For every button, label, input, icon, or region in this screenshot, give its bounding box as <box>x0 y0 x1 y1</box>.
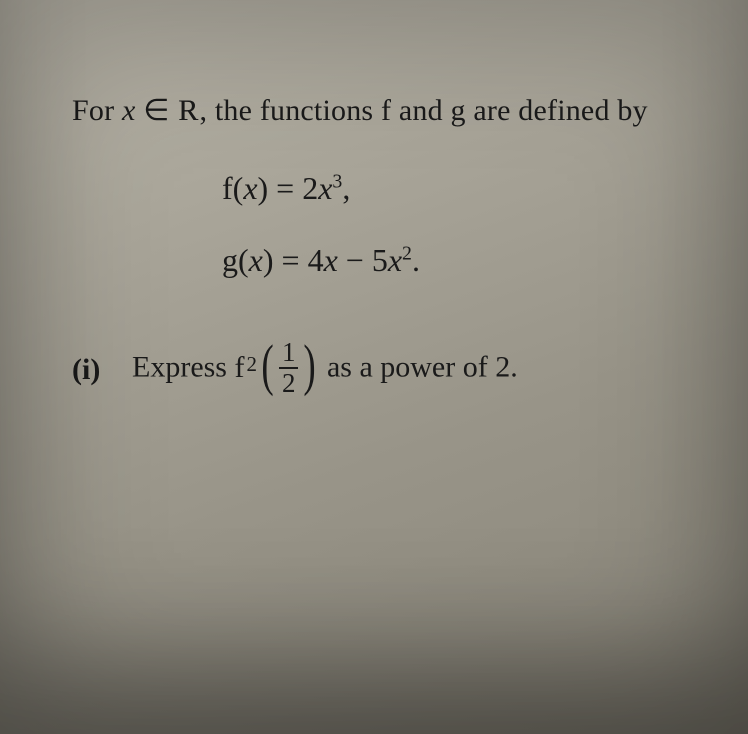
f-rhs-end: , <box>342 170 350 206</box>
frac-denominator: 2 <box>279 370 299 397</box>
part-i-body: Express f2( 1 2 ) as a power of 2. <box>132 341 518 399</box>
part-i-tail: as a power of 2. <box>327 351 518 384</box>
func-exp-2: 2 <box>246 352 257 376</box>
g-t2-coef: 5 <box>372 242 388 278</box>
g-lhs-var: x <box>249 242 263 278</box>
page: For x ∈ R, the functions f and g are def… <box>0 0 748 734</box>
intro-var-x: x <box>122 94 136 127</box>
real-set-symbol: R <box>177 90 199 132</box>
frac-numerator: 1 <box>279 339 299 366</box>
word-express: Express <box>132 351 234 384</box>
g-t1-coef: 4 <box>308 242 324 278</box>
g-lhs-close: ) = <box>263 242 308 278</box>
f-definition: f(x) = 2x3, <box>222 168 688 210</box>
definitions-block: f(x) = 2x3, g(x) = 4x − 5x2. <box>222 168 688 281</box>
intro-line: For x ∈ R, the functions f and g are def… <box>72 90 688 132</box>
f-lhs-var: x <box>243 170 257 206</box>
f-rhs-exp: 3 <box>332 170 342 192</box>
f-lhs-close: ) = <box>258 170 303 206</box>
func-f: f <box>234 351 244 384</box>
g-definition: g(x) = 4x − 5x2. <box>222 240 688 282</box>
intro-prefix: For <box>72 94 122 127</box>
fraction-one-half: 1 2 <box>279 339 299 397</box>
g-t1-var: x <box>324 242 338 278</box>
g-lhs-func: g( <box>222 242 249 278</box>
element-of-symbol: ∈ <box>143 94 169 127</box>
f-squared-expr: f2( 1 2 ) <box>234 351 326 384</box>
g-op-minus: − <box>338 242 372 278</box>
g-rhs-end: . <box>412 242 420 278</box>
part-i: (i) Express f2( 1 2 ) as a power of 2. <box>72 341 688 399</box>
g-t2-var: x <box>388 242 402 278</box>
f-lhs-func: f( <box>222 170 243 206</box>
part-i-label: (i) <box>72 353 114 387</box>
f-rhs-coef: 2 <box>302 170 318 206</box>
g-t2-exp: 2 <box>402 242 412 264</box>
intro-rest: , the functions f and g are defined by <box>199 94 647 127</box>
f-rhs-var: x <box>318 170 332 206</box>
